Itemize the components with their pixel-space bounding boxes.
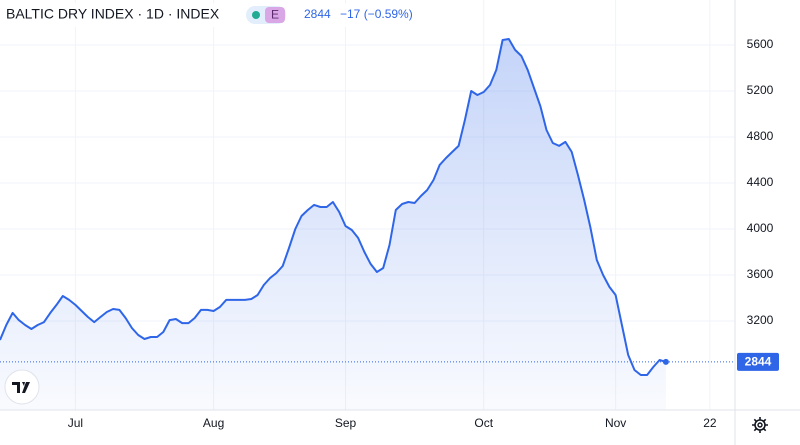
y-tick-label: 3600 <box>747 267 774 281</box>
header-change: −17 (−0.59%) <box>340 7 413 21</box>
last-price-tag <box>737 352 779 371</box>
x-tick-label: 22 <box>703 416 717 430</box>
tv-logo[interactable] <box>12 382 30 393</box>
y-tick-label: 3200 <box>747 313 774 327</box>
legend-bg <box>0 3 440 27</box>
settings-icon[interactable] <box>752 417 768 433</box>
last-price-dot <box>662 358 669 365</box>
x-tick-label: Sep <box>335 416 357 430</box>
header-price: 2844 <box>304 7 331 21</box>
last-price-label: 2844 <box>745 355 772 369</box>
x-tick-label: Aug <box>203 416 224 430</box>
tv-logo-bg[interactable] <box>4 369 40 405</box>
y-tick-label: 5200 <box>747 83 774 97</box>
x-tick-label: Oct <box>474 416 493 430</box>
y-tick-label: 4400 <box>747 175 774 189</box>
chart-title: BALTIC DRY INDEX · 1D · INDEX <box>6 6 220 22</box>
status-dot <box>252 11 260 19</box>
y-tick-label: 5600 <box>747 37 774 51</box>
y-tick-label: 4000 <box>747 221 774 235</box>
area-line <box>0 38 667 376</box>
x-tick-label: Jul <box>68 416 83 430</box>
badge-e-bg[interactable] <box>265 7 285 23</box>
y-tick-label: 4800 <box>747 129 774 143</box>
badge-e[interactable]: E <box>271 8 279 22</box>
area-fill <box>0 39 666 410</box>
x-tick-label: Nov <box>605 416 626 430</box>
